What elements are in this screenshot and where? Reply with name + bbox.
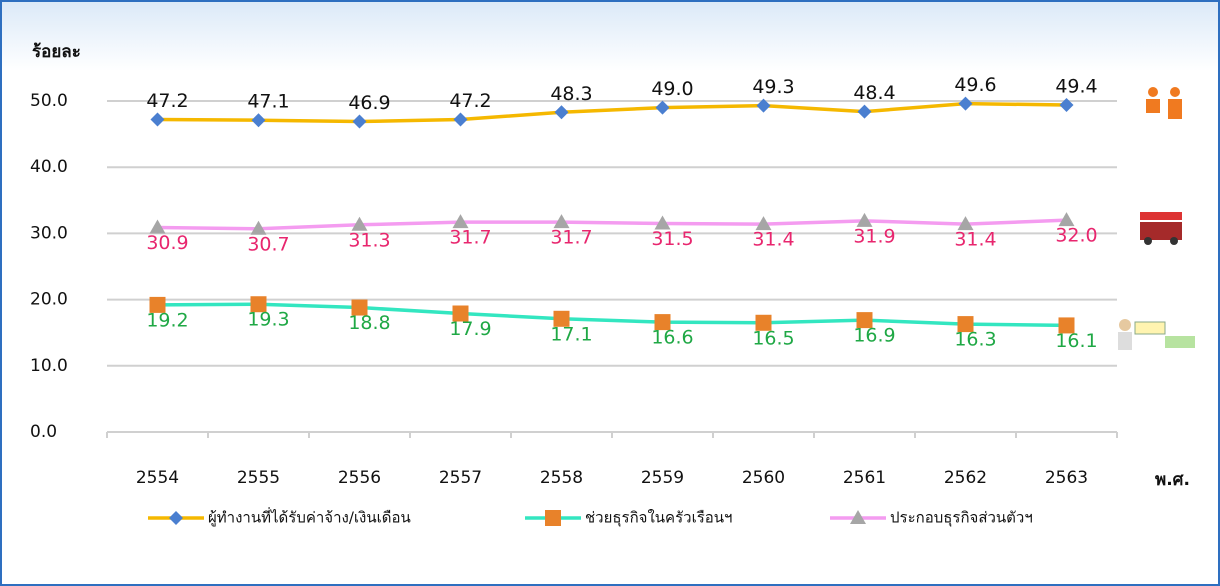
data-label: 31.5: [651, 228, 693, 250]
data-label: 17.1: [550, 323, 592, 345]
y-tick-label: 50.0: [30, 91, 68, 111]
legend-marker: [545, 510, 561, 526]
data-label: 48.4: [853, 82, 895, 104]
data-label: 49.6: [954, 74, 996, 96]
data-label: 16.1: [1055, 330, 1097, 352]
y-tick-label: 40.0: [30, 157, 68, 177]
data-label: 17.9: [449, 318, 491, 340]
data-label: 31.4: [752, 229, 794, 251]
data-label: 18.8: [348, 312, 390, 334]
chart: ร้อยละ พ.ศ. 0.0 10.0 20.0 30.0 40.0 50.0 2554 2…: [0, 0, 1220, 586]
frame: [1, 1, 1219, 585]
data-label: 46.9: [348, 92, 390, 114]
data-label: 31.4: [954, 229, 996, 251]
data-label: 31.7: [550, 227, 592, 249]
x-tick-label: 2560: [742, 468, 785, 488]
y-tick-label: 30.0: [30, 223, 68, 243]
data-label: 49.0: [651, 78, 693, 100]
data-label: 30.7: [247, 233, 289, 255]
data-label: 16.9: [853, 325, 895, 347]
data-label: 16.5: [752, 327, 794, 349]
data-label: 31.9: [853, 225, 895, 247]
data-label: 19.2: [146, 309, 188, 331]
data-label: 49.4: [1055, 75, 1097, 97]
data-label: 31.3: [348, 229, 390, 251]
data-label: 16.3: [954, 329, 996, 351]
data-label: 32.0: [1055, 225, 1097, 247]
data-label: 31.7: [449, 227, 491, 249]
x-tick-label: 2557: [439, 468, 482, 488]
data-label: 48.3: [550, 83, 592, 105]
x-tick-label: 2562: [944, 468, 987, 488]
x-tick-label: 2558: [540, 468, 583, 488]
y-tick-label: 20.0: [30, 290, 68, 310]
x-tick-label: 2554: [136, 468, 179, 488]
data-label: 47.1: [247, 91, 289, 113]
x-tick-label: 2561: [843, 468, 886, 488]
legend-label: ผู้ทำงานที่ได้รับค่าจ้าง/เงินเดือน: [208, 507, 411, 527]
y-tick-label: 0.0: [30, 422, 57, 442]
data-label: 30.9: [146, 232, 188, 254]
y-tick-label: 10.0: [30, 356, 68, 376]
data-label: 47.2: [146, 90, 188, 112]
data-label: 16.6: [651, 327, 693, 349]
x-axis-label: พ.ศ.: [1155, 470, 1190, 490]
x-tick-label: 2555: [237, 468, 280, 488]
data-label: 49.3: [752, 76, 794, 98]
x-tick-label: 2563: [1045, 468, 1088, 488]
legend-label: ประกอบธุรกิจส่วนตัวฯ: [890, 509, 1033, 528]
data-label: 47.2: [449, 90, 491, 112]
legend-label: ช่วยธุรกิจในครัวเรือนฯ: [585, 509, 732, 528]
x-tick-label: 2556: [338, 468, 381, 488]
data-label: 19.3: [247, 309, 289, 331]
x-tick-label: 2559: [641, 468, 684, 488]
y-axis-label: ร้อยละ: [32, 42, 81, 62]
